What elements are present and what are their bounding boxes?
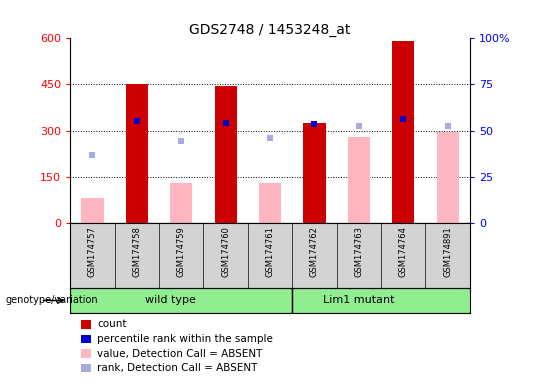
Text: GSM174757: GSM174757 [88, 226, 97, 277]
Text: Lim1 mutant: Lim1 mutant [323, 295, 395, 306]
Text: GSM174764: GSM174764 [399, 226, 408, 277]
Text: genotype/variation: genotype/variation [5, 295, 98, 306]
Text: rank, Detection Call = ABSENT: rank, Detection Call = ABSENT [97, 363, 258, 373]
Bar [170, 183, 192, 223]
Text: GSM174891: GSM174891 [443, 226, 452, 277]
Text: percentile rank within the sample: percentile rank within the sample [97, 334, 273, 344]
Text: GSM174761: GSM174761 [266, 226, 274, 277]
Text: GSM174759: GSM174759 [177, 226, 186, 277]
Bar [70, 288, 292, 313]
Bar [214, 86, 237, 223]
Bar [348, 137, 370, 223]
Bar [82, 198, 104, 223]
Bar [126, 84, 148, 223]
Text: GDS2748 / 1453248_at: GDS2748 / 1453248_at [190, 23, 350, 37]
Text: count: count [97, 319, 127, 329]
Text: wild type: wild type [145, 295, 195, 306]
Bar [303, 123, 326, 223]
Bar [259, 183, 281, 223]
Bar [436, 132, 458, 223]
Text: GSM174763: GSM174763 [354, 226, 363, 277]
Text: GSM174758: GSM174758 [132, 226, 141, 277]
Text: GSM174762: GSM174762 [310, 226, 319, 277]
Text: GSM174760: GSM174760 [221, 226, 230, 277]
Bar [292, 288, 492, 313]
Bar [392, 41, 414, 223]
Text: value, Detection Call = ABSENT: value, Detection Call = ABSENT [97, 349, 262, 359]
